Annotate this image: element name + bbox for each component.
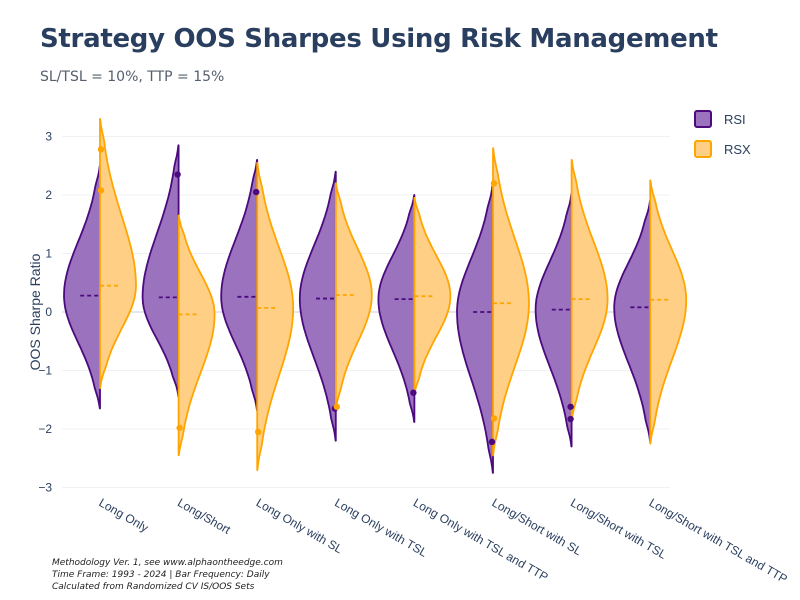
y-tick-label: 0 bbox=[45, 305, 52, 319]
x-tick-label: Long Only with SL bbox=[254, 495, 346, 556]
outlier-rsi bbox=[410, 389, 417, 396]
outlier-rsx bbox=[490, 415, 498, 422]
legend[interactable]: RSI RSX bbox=[694, 104, 751, 164]
violin-rsi bbox=[456, 182, 494, 474]
footer-methodology: Methodology Ver. 1, see www.alphaontheed… bbox=[52, 558, 283, 568]
x-tick-label: Long Only bbox=[97, 495, 151, 534]
y-tick-label: 3 bbox=[45, 130, 52, 144]
legend-label-rsx: RSX bbox=[724, 141, 751, 157]
x-tick-label: Long/Short with TSL and TTP bbox=[647, 495, 790, 586]
violin-rsi bbox=[63, 164, 101, 410]
y-tick-label: −2 bbox=[38, 422, 52, 436]
y-tick-label: −1 bbox=[38, 364, 52, 378]
outlier-rsx bbox=[490, 180, 498, 187]
legend-item-rsi[interactable]: RSI bbox=[694, 104, 751, 134]
chart-subtitle: SL/TSL = 10%, TTP = 15% bbox=[40, 69, 225, 85]
violin-rsi bbox=[377, 194, 416, 423]
violin-rsi bbox=[613, 199, 652, 442]
footer-calculation: Calculated from Randomized CV IS/OOS Set… bbox=[52, 582, 255, 592]
outlier-rsx bbox=[333, 403, 340, 410]
violin-rsx bbox=[570, 159, 609, 422]
violin-rsi bbox=[141, 144, 180, 398]
y-tick-label: 1 bbox=[45, 247, 52, 261]
y-tick-label: 2 bbox=[45, 188, 52, 202]
methodology-footer: Methodology Ver. 1, see www.alphaontheed… bbox=[52, 557, 283, 593]
x-tick-label: Long/Short bbox=[175, 495, 233, 537]
outlier-rsi bbox=[567, 403, 574, 410]
legend-item-rsx[interactable]: RSX bbox=[694, 134, 751, 164]
outlier-rsi bbox=[488, 438, 496, 446]
violin-rsi bbox=[534, 192, 573, 448]
x-tick-label: Long Only with TSL and TTP bbox=[411, 495, 551, 584]
outlier-rsi bbox=[253, 188, 260, 196]
violin-rsx bbox=[649, 179, 688, 445]
violin-rsx bbox=[99, 118, 137, 389]
legend-swatch-rsx bbox=[694, 140, 712, 158]
outlier-rsx bbox=[255, 428, 262, 436]
outlier-rsi bbox=[567, 415, 574, 423]
legend-label-rsi: RSI bbox=[724, 111, 746, 127]
y-tick-label: −3 bbox=[38, 481, 52, 495]
outlier-rsx bbox=[97, 187, 105, 194]
violin-rsx bbox=[177, 214, 216, 457]
y-axis-title: OOS Sharpe Ratio bbox=[27, 253, 43, 370]
outlier-rsi bbox=[174, 171, 181, 178]
chart-title: Strategy OOS Sharpes Using Risk Manageme… bbox=[40, 24, 718, 54]
outlier-rsx bbox=[176, 424, 183, 432]
outlier-rsx bbox=[97, 146, 105, 153]
violin-rsi bbox=[220, 159, 259, 412]
violin-rsx bbox=[256, 161, 295, 471]
violin-rsi bbox=[298, 170, 337, 442]
violin-rsx bbox=[492, 147, 530, 457]
legend-swatch-rsi bbox=[694, 110, 712, 128]
footer-timeframe: Time Frame: 1993 - 2024 | Bar Frequency:… bbox=[52, 570, 270, 580]
